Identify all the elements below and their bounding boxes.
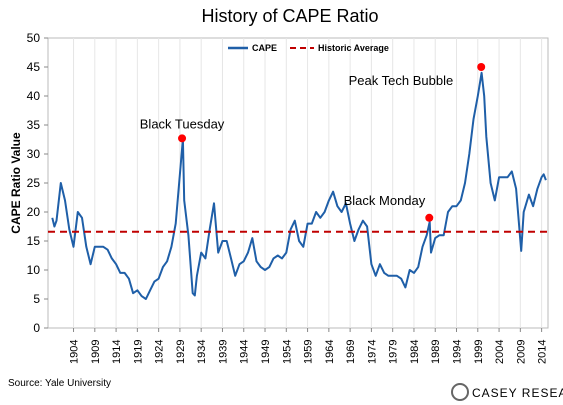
chart-title: History of CAPE Ratio (201, 6, 378, 26)
logo-icon (451, 383, 469, 401)
y-axis-label: CAPE Ratio Value (9, 132, 23, 234)
y-tick-label: 0 (33, 321, 40, 335)
x-tick-label: 1989 (430, 340, 442, 364)
x-tick-label: 1919 (132, 340, 144, 364)
source: Source: Yale University (8, 378, 111, 389)
x-tick-label: 1979 (388, 340, 400, 364)
y-tick-label: 10 (27, 263, 41, 277)
annotation-dot (425, 213, 434, 222)
legend-label: CAPE (252, 43, 277, 53)
y-tick-label: 45 (27, 60, 41, 74)
y-tick-label: 30 (27, 147, 41, 161)
y-tick-label: 5 (33, 292, 40, 306)
x-tick-label: 1924 (154, 340, 166, 364)
logo: CASEY RESEARCH (451, 383, 563, 401)
x-tick-label: 2004 (494, 340, 506, 364)
cape-line (51, 71, 547, 300)
x-tick-label: 2014 (537, 340, 549, 364)
x-tick-label: 1964 (324, 340, 336, 364)
legend-label: Historic Average (318, 43, 389, 53)
plot-area (47, 37, 549, 329)
x-tick-label: 1949 (260, 340, 272, 364)
x-tick-label: 1914 (111, 340, 123, 364)
x-tick-label: 1944 (239, 340, 251, 364)
annotation-dot (477, 63, 486, 71)
y-tick-label: 15 (27, 234, 41, 248)
annotation-label: Black Tuesday (140, 116, 225, 131)
y-tick-label: 40 (27, 89, 41, 103)
x-tick-label: 1959 (303, 340, 315, 364)
x-tick-label: 1929 (175, 340, 187, 364)
annotation-dot (178, 134, 187, 143)
y-tick-label: 25 (27, 176, 41, 190)
x-tick-label: 1999 (473, 340, 485, 364)
y-tick-label: 50 (27, 31, 41, 45)
x-tick-label: 2009 (515, 340, 527, 364)
x-tick-label: 1994 (452, 340, 464, 364)
x-tick-label: 1974 (366, 340, 378, 364)
annotation-label: Black Monday (344, 193, 426, 208)
y-tick-label: 35 (27, 118, 41, 132)
x-tick-label: 1954 (281, 340, 293, 364)
annotation-label: Peak Tech Bubble (349, 73, 454, 88)
y-tick-label: 20 (27, 205, 41, 219)
x-tick-label: 1969 (345, 340, 357, 364)
x-tick-label: 1909 (90, 340, 102, 364)
x-tick-label: 1939 (217, 340, 229, 364)
logo-text: CASEY RESEARCH (472, 386, 563, 400)
x-tick-label: 1934 (196, 340, 208, 364)
x-tick-label: 1904 (69, 340, 81, 364)
x-tick-label: 1984 (409, 340, 421, 364)
